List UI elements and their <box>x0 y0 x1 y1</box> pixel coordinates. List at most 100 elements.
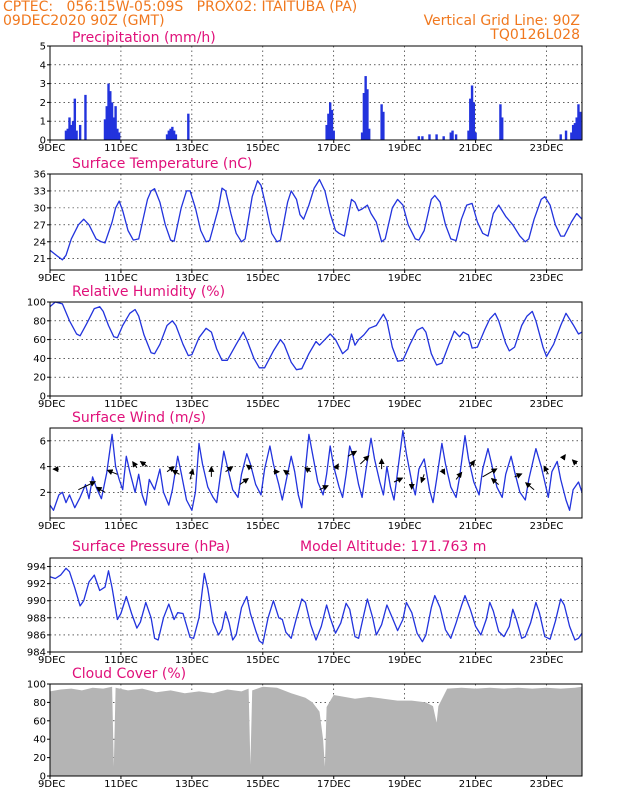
panel-frame-4 <box>49 427 583 519</box>
x-tick-label: 13DEC <box>175 779 209 790</box>
precip-bar <box>64 130 68 140</box>
y-tick-label: 33 <box>33 186 46 197</box>
panel-frame-6 <box>49 683 583 777</box>
precip-bar <box>165 134 169 140</box>
precip-bar <box>167 130 171 140</box>
precip-bar <box>78 124 82 140</box>
y-tick-label: 0 <box>40 772 46 783</box>
precip-bar <box>103 119 107 140</box>
y-tick-label: 0 <box>40 392 46 403</box>
precip-bar <box>114 106 117 140</box>
y-tick-label: 6 <box>40 436 46 447</box>
panel-annotation-5: Model Altitude: 171.763 m <box>300 539 486 555</box>
x-tick-label: 17DEC <box>317 655 351 666</box>
y-tick-label: 2 <box>40 488 46 499</box>
x-tick-label: 17DEC <box>317 273 351 284</box>
precip-bar <box>366 89 369 140</box>
x-tick-label: 9DEC <box>38 521 65 532</box>
precip-bar <box>470 85 474 140</box>
wind-arrow <box>420 474 426 484</box>
y-tick-label: 100 <box>27 680 46 691</box>
wind-arrow <box>188 468 195 480</box>
x-tick-label: 17DEC <box>317 779 351 790</box>
y-tick-label: 4 <box>40 60 46 71</box>
panel-title-2: Surface Temperature (nC) <box>72 156 253 172</box>
y-tick-label: 994 <box>27 562 46 573</box>
precip-bar <box>73 98 77 140</box>
precip-bar <box>75 130 78 140</box>
wind-arrow <box>559 454 566 461</box>
precip-bar <box>174 134 178 140</box>
precip-bar <box>112 117 116 140</box>
precip-bar <box>570 132 573 140</box>
precip-bar <box>573 123 577 140</box>
x-tick-label: 11DEC <box>104 521 138 532</box>
x-tick-label: 23DEC <box>530 399 564 410</box>
precip-bar <box>501 117 504 140</box>
precip-bar <box>382 111 385 140</box>
precip-bar <box>362 93 366 140</box>
x-tick-label: 17DEC <box>317 143 351 154</box>
x-tick-label: 19DEC <box>388 273 422 284</box>
precip-bar <box>187 113 190 140</box>
precip-bar <box>68 117 71 140</box>
x-tick-label: 13DEC <box>175 521 209 532</box>
y-tick-label: 20 <box>33 753 46 764</box>
x-tick-label: 13DEC <box>175 399 209 410</box>
wind-arrow <box>166 466 175 473</box>
precip-bar <box>105 106 108 140</box>
precip-bar <box>325 124 328 140</box>
wind-arrow <box>106 469 118 475</box>
panel-title-1: Precipitation (mm/h) <box>72 30 216 46</box>
x-tick-label: 9DEC <box>38 399 65 410</box>
y-tick-label: 40 <box>33 735 46 746</box>
y-tick-label: 36 <box>33 170 46 181</box>
y-tick-label: 984 <box>27 648 46 659</box>
precip-bar <box>171 126 174 140</box>
precip-bar <box>110 102 114 140</box>
header-vertical-grid-note: Vertical Grid Line: 90Z <box>423 13 580 29</box>
x-tick-label: 21DEC <box>459 779 493 790</box>
wind-arrow <box>469 459 476 467</box>
precip-bar <box>368 128 371 140</box>
x-tick-label: 23DEC <box>530 779 564 790</box>
precip-bar <box>332 130 335 140</box>
wind-arrow <box>319 485 329 491</box>
wind-arrow <box>359 455 370 465</box>
panel-title-4: Surface Wind (m/s) <box>72 410 206 426</box>
precip-bar <box>328 102 332 140</box>
precip-bar <box>449 132 452 140</box>
precip-bar <box>330 109 334 140</box>
wind-arrow <box>490 477 499 485</box>
panel-frame-5 <box>49 557 583 653</box>
precip-bar <box>327 113 330 140</box>
wind-arrow <box>439 468 446 476</box>
y-tick-label: 3 <box>40 79 46 90</box>
wind-arrow <box>455 471 463 480</box>
wind-arrow <box>225 466 234 473</box>
x-tick-label: 19DEC <box>388 399 422 410</box>
precip-bar <box>428 134 431 140</box>
panel-title-6: Cloud Cover (%) <box>72 666 186 682</box>
y-tick-label: 27 <box>33 220 46 231</box>
precip-bar <box>117 132 121 140</box>
wind-arrow <box>524 482 535 491</box>
header-line1: CPTEC: 056:15W-05:09S PROX02: ITAITUBA (… <box>3 0 358 15</box>
precip-bar <box>172 130 176 140</box>
precip-bar <box>571 124 575 140</box>
x-tick-label: 21DEC <box>459 143 493 154</box>
series-line-3 <box>49 301 583 371</box>
wind-arrow <box>304 467 311 474</box>
precip-bar <box>364 76 367 140</box>
wind-arrow <box>139 460 148 467</box>
panel-title-5: Surface Pressure (hPa) <box>72 539 230 555</box>
x-tick-label: 11DEC <box>104 273 138 284</box>
x-tick-label: 15DEC <box>246 399 280 410</box>
panel-title-3: Relative Humidity (%) <box>72 284 225 300</box>
y-tick-label: 2 <box>40 98 46 109</box>
x-tick-label: 11DEC <box>104 143 138 154</box>
wind-arrow <box>543 465 550 475</box>
x-tick-label: 15DEC <box>246 521 280 532</box>
wind-arrow <box>482 468 498 478</box>
x-tick-label: 15DEC <box>246 779 280 790</box>
